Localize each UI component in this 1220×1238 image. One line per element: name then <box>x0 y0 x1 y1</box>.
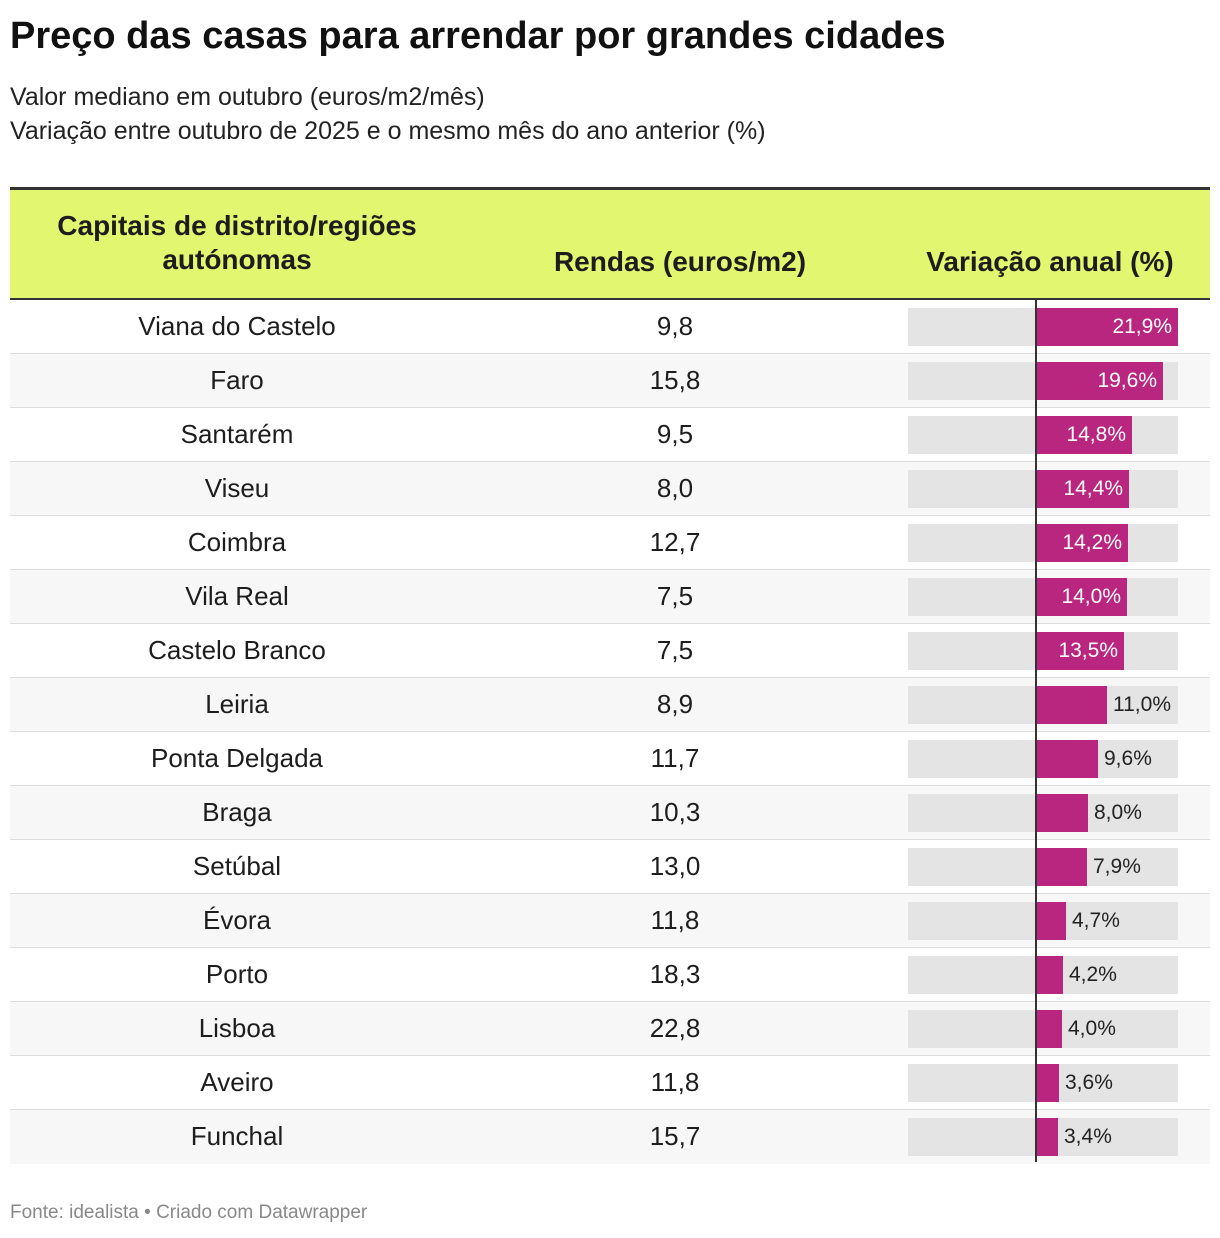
table-row: Castelo Branco 7,5 13,5% <box>10 624 1210 678</box>
variation-label: 14,8% <box>1066 423 1126 446</box>
rent-cell: 7,5 <box>656 635 694 665</box>
variation-bar <box>1036 362 1163 400</box>
city-cell: Santarém <box>180 419 294 449</box>
variation-label: 14,4% <box>1063 477 1123 500</box>
city-cell: Setúbal <box>192 851 282 881</box>
table-row: Coimbra 12,7 14,2% <box>10 516 1210 570</box>
variation-bar <box>1036 794 1088 832</box>
variation-label: 14,2% <box>1062 531 1122 554</box>
variation-bar <box>1036 578 1127 616</box>
table-row: Santarém 9,5 14,8% <box>10 408 1210 462</box>
variation-bar <box>1036 416 1132 454</box>
variation-label: 9,6% <box>1104 747 1152 770</box>
table-row: Funchal 15,7 3,4% <box>10 1110 1210 1164</box>
variation-label: 3,6% <box>1065 1071 1113 1094</box>
variation-label: 13,5% <box>1058 639 1118 662</box>
table-header: Capitais de distrito/regiões autónomas R… <box>10 190 1210 300</box>
city-cell: Lisboa <box>198 1013 276 1043</box>
rent-cell: 10,3 <box>649 797 701 827</box>
city-cell: Vila Real <box>185 581 289 611</box>
table-row: Porto 18,3 4,2% <box>10 948 1210 1002</box>
table-row: Aveiro 11,8 3,6% <box>10 1056 1210 1110</box>
rent-cell: 9,8 <box>656 311 694 341</box>
table-row: Vila Real 7,5 14,0% <box>10 570 1210 624</box>
bar-baseline <box>1035 298 1037 1162</box>
variation-bar <box>1036 956 1063 994</box>
table-row: Braga 10,3 8,0% <box>10 786 1210 840</box>
variation-bar <box>1036 848 1087 886</box>
variation-bar <box>1036 902 1066 940</box>
city-cell: Ponta Delgada <box>150 743 324 773</box>
table-row: Setúbal 13,0 7,9% <box>10 840 1210 894</box>
variation-bar <box>1036 632 1124 670</box>
header-city[interactable]: Capitais de distrito/regiões autónomas <box>57 210 417 275</box>
table-row: Viana do Castelo 9,8 21,9% <box>10 300 1210 354</box>
city-cell: Viseu <box>204 473 270 503</box>
variation-label: 8,0% <box>1094 801 1142 824</box>
variation-label: 4,2% <box>1069 963 1117 986</box>
city-cell: Funchal <box>190 1121 284 1151</box>
rent-cell: 15,8 <box>649 365 701 395</box>
table-row: Viseu 8,0 14,4% <box>10 462 1210 516</box>
table-row: Faro 15,8 19,6% <box>10 354 1210 408</box>
rent-cell: 11,8 <box>650 1067 700 1097</box>
table-row: Évora 11,8 4,7% <box>10 894 1210 948</box>
chart-subtitle-value: Valor mediano em outubro (euros/m2/mês) <box>10 83 485 111</box>
variation-label: 4,7% <box>1072 909 1120 932</box>
variation-bar <box>1036 524 1128 562</box>
rent-cell: 22,8 <box>649 1013 701 1043</box>
variation-label: 3,4% <box>1064 1125 1112 1148</box>
table-row: Leiria 8,9 11,0% <box>10 678 1210 732</box>
rent-cell: 15,7 <box>649 1121 701 1151</box>
rent-cell: 18,3 <box>649 959 701 989</box>
variation-label: 4,0% <box>1068 1017 1116 1040</box>
city-cell: Castelo Branco <box>148 635 326 665</box>
variation-label: 21,9% <box>1112 315 1172 338</box>
table-body: Viana do Castelo 9,8 21,9% Faro 15,8 19,6% San… <box>10 300 1210 1164</box>
header-rent[interactable]: Rendas (euros/m2) <box>553 246 807 277</box>
city-cell: Braga <box>202 797 272 827</box>
variation-bar <box>1036 308 1178 346</box>
rent-cell: 12,7 <box>649 527 701 557</box>
variation-label: 7,9% <box>1093 855 1141 878</box>
chart-title: Preço das casas para arrendar por grande… <box>10 15 946 57</box>
table-row: Lisboa 22,8 4,0% <box>10 1002 1210 1056</box>
rent-cell: 7,5 <box>656 581 694 611</box>
variation-bar <box>1036 1010 1062 1048</box>
variation-bar <box>1036 1064 1059 1102</box>
variation-label: 19,6% <box>1097 369 1157 392</box>
variation-bar <box>1036 470 1129 508</box>
city-cell: Aveiro <box>200 1067 274 1097</box>
variation-bar <box>1036 1118 1058 1156</box>
data-table: Capitais de distrito/regiões autónomas R… <box>10 187 1210 1164</box>
source-footer: Fonte: idealista • Criado com Datawrappe… <box>10 1202 368 1223</box>
rent-cell: 11,7 <box>650 743 700 773</box>
city-cell: Porto <box>205 959 269 989</box>
variation-label: 11,0% <box>1113 693 1171 716</box>
variation-bar <box>1036 686 1107 724</box>
city-cell: Faro <box>210 365 264 395</box>
rent-cell: 8,0 <box>656 473 694 503</box>
city-cell: Coimbra <box>187 527 287 557</box>
rent-cell: 8,9 <box>656 689 694 719</box>
header-variation[interactable]: Variação anual (%) <box>926 246 1174 277</box>
rent-cell: 9,5 <box>656 419 694 449</box>
city-cell: Évora <box>203 905 271 935</box>
rent-cell: 11,8 <box>650 905 700 935</box>
variation-bar <box>1036 740 1098 778</box>
chart-subtitle-variation: Variação entre outubro de 2025 e o mesmo… <box>10 117 766 145</box>
variation-label: 14,0% <box>1061 585 1121 608</box>
rent-cell: 13,0 <box>649 851 701 881</box>
city-cell: Viana do Castelo <box>138 311 336 341</box>
table-row: Ponta Delgada 11,7 9,6% <box>10 732 1210 786</box>
city-cell: Leiria <box>205 689 269 719</box>
